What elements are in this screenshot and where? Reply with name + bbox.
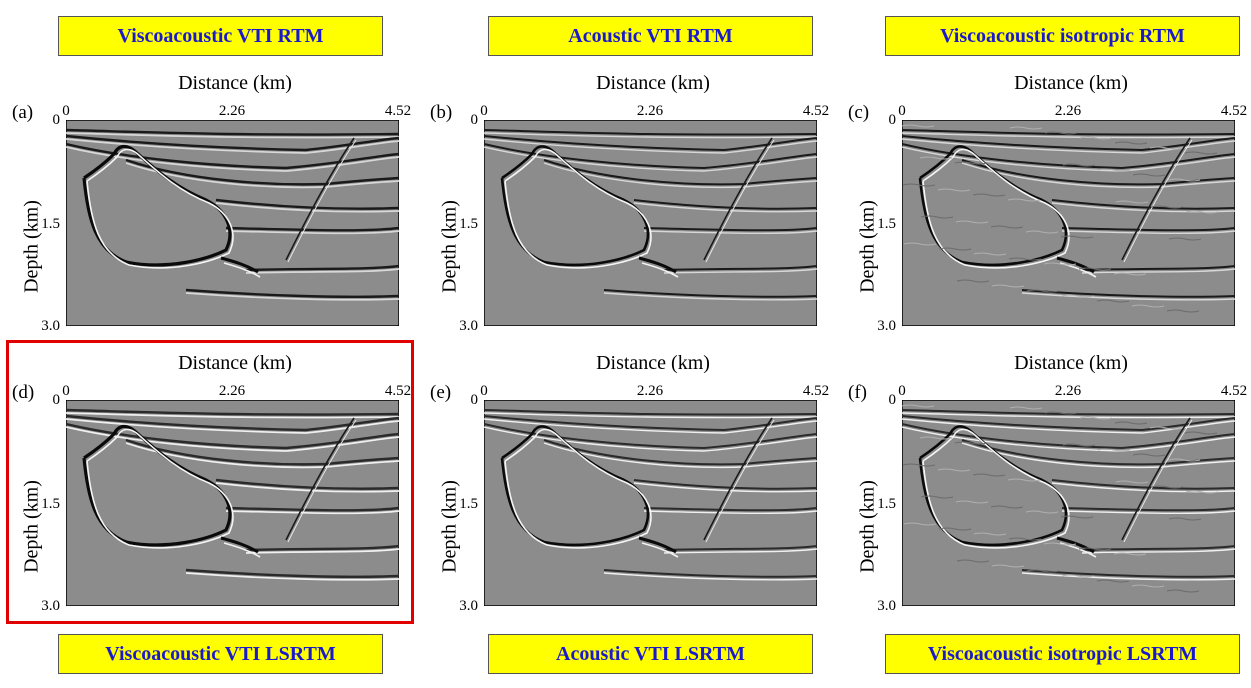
x-tick-label: 0 [62,383,70,399]
panel-b: (b) Distance (km) 0 2.26 4.52 Depth (km) 0 1.5 3… [418,70,830,360]
x-axis-title: Distance (km) [178,352,292,374]
y-tick-label: 0 [52,392,61,408]
panel-letter: (c) [848,102,870,123]
x-tick-label: 2.26 [1054,383,1082,399]
y-tick-label: 1.5 [459,496,478,512]
y-tick-label: 3.0 [41,318,60,334]
seismic-image [66,400,399,606]
x-tick-label: 4.52 [802,103,830,119]
y-tick-label: 3.0 [459,318,478,334]
seismic-image [484,120,817,326]
y-tick-label: 3.0 [877,318,896,334]
x-tick-label: 4.52 [384,103,412,119]
y-tick-label: 1.5 [459,216,478,232]
y-tick-label: 1.5 [877,496,896,512]
banner-acoustic-vti-lsrtm: Acoustic VTI LSRTM [488,634,813,674]
y-tick-label: 0 [470,112,479,128]
x-tick-label: 0 [480,383,488,399]
banner-viscoacoustic-vti-lsrtm: Viscoacoustic VTI LSRTM [58,634,383,674]
seismic-image [902,400,1235,606]
y-tick-label: 1.5 [41,216,60,232]
y-axis-title: Depth (km) [438,200,461,293]
banner-viscoacoustic-isotropic-rtm: Viscoacoustic isotropic RTM [885,16,1240,56]
banner-viscoacoustic-vti-rtm: Viscoacoustic VTI RTM [58,16,383,56]
x-tick-label: 0 [480,103,488,119]
y-axis-title: Depth (km) [856,200,879,293]
panel-letter: (b) [430,102,453,123]
seismic-image [66,120,399,326]
y-tick-label: 3.0 [459,598,478,614]
x-tick-label: 4.52 [802,383,830,399]
seismic-image [484,400,817,606]
panel-e: (e) Distance (km) 0 2.26 4.52 Depth (km) 0 1.5 3… [418,350,830,640]
banner-viscoacoustic-isotropic-lsrtm: Viscoacoustic isotropic LSRTM [885,634,1240,674]
panel-letter: (f) [848,382,867,403]
x-tick-label: 0 [62,103,70,119]
x-axis-title: Distance (km) [596,352,710,374]
y-axis-title: Depth (km) [20,480,43,573]
x-tick-label: 2.26 [636,383,664,399]
x-axis-title: Distance (km) [178,72,292,94]
panel-f: (f) Distance (km) 0 2.26 4.52 Depth (km) 0 1.5 3… [836,350,1248,640]
y-tick-label: 1.5 [877,216,896,232]
x-axis-title: Distance (km) [596,72,710,94]
y-tick-label: 0 [470,392,479,408]
x-axis-title: Distance (km) [1014,352,1128,374]
y-axis-title: Depth (km) [438,480,461,573]
x-tick-label: 4.52 [1220,103,1248,119]
x-tick-label: 0 [898,103,906,119]
highlight-box [6,340,414,624]
x-tick-label: 4.52 [1220,383,1248,399]
y-tick-label: 3.0 [41,598,60,614]
x-tick-label: 2.26 [218,383,246,399]
panel-c: (c) Distance (km) 0 2.26 4.52 Depth (km) 0 1.5 3… [836,70,1248,360]
x-tick-label: 0 [898,383,906,399]
x-axis-title: Distance (km) [1014,72,1128,94]
y-tick-label: 0 [888,392,897,408]
panel-letter: (e) [430,382,452,403]
panel-letter: (d) [12,382,35,403]
y-tick-label: 0 [52,112,61,128]
x-tick-label: 4.52 [384,383,412,399]
seismic-image [902,120,1235,326]
banner-acoustic-vti-rtm: Acoustic VTI RTM [488,16,813,56]
x-tick-label: 2.26 [636,103,664,119]
y-tick-label: 3.0 [877,598,896,614]
panel-d: (d) Distance (km) 0 2.26 4.52 Depth (km) 0 1.5 3… [0,350,412,640]
y-axis-title: Depth (km) [20,200,43,293]
panel-letter: (a) [12,102,34,123]
x-tick-label: 2.26 [218,103,246,119]
y-axis-title: Depth (km) [856,480,879,573]
panel-a: (a) Distance (km) 0 2.26 4.52 Depth (km) 0 1.5 3… [0,70,412,360]
y-tick-label: 1.5 [41,496,60,512]
x-tick-label: 2.26 [1054,103,1082,119]
y-tick-label: 0 [888,112,897,128]
